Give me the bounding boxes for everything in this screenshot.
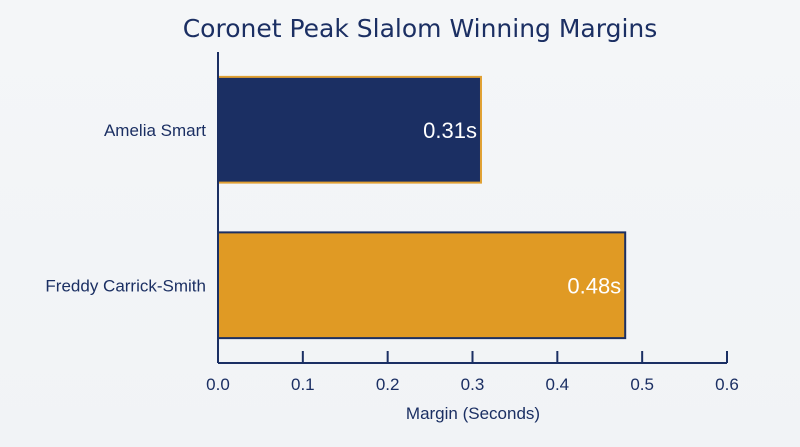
bar-0 bbox=[217, 75, 482, 184]
category-label-1: Freddy Carrick-Smith bbox=[45, 276, 206, 295]
bar-1 bbox=[217, 231, 627, 340]
bar-value-label-1: 0.48s bbox=[567, 273, 621, 298]
x-ticks: 0.0 0.1 0.2 0.3 0.4 0.5 0.6 bbox=[206, 351, 739, 394]
x-tick-label-6: 0.6 bbox=[715, 375, 739, 394]
category-labels: Amelia Smart Freddy Carrick-Smith bbox=[45, 121, 206, 296]
x-tick-label-0: 0.0 bbox=[206, 375, 230, 394]
category-label-0: Amelia Smart bbox=[104, 121, 206, 140]
bar-value-label-0: 0.31s bbox=[423, 118, 477, 143]
x-tick-label-5: 0.5 bbox=[630, 375, 654, 394]
x-tick-label-4: 0.4 bbox=[546, 375, 570, 394]
chart-title: Coronet Peak Slalom Winning Margins bbox=[183, 14, 658, 43]
x-tick-label-2: 0.2 bbox=[376, 375, 400, 394]
bars-layer: 0.31s 0.48s bbox=[217, 75, 627, 340]
x-axis-title: Margin (Seconds) bbox=[406, 404, 540, 423]
x-tick-label-3: 0.3 bbox=[461, 375, 485, 394]
x-tick-label-1: 0.1 bbox=[291, 375, 315, 394]
